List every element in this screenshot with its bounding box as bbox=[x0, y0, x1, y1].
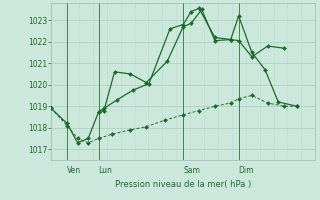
Text: Dim: Dim bbox=[239, 166, 254, 175]
Text: Pression niveau de la mer( hPa ): Pression niveau de la mer( hPa ) bbox=[115, 180, 251, 189]
Text: Sam: Sam bbox=[183, 166, 200, 175]
Text: Lun: Lun bbox=[99, 166, 113, 175]
Text: Ven: Ven bbox=[67, 166, 81, 175]
